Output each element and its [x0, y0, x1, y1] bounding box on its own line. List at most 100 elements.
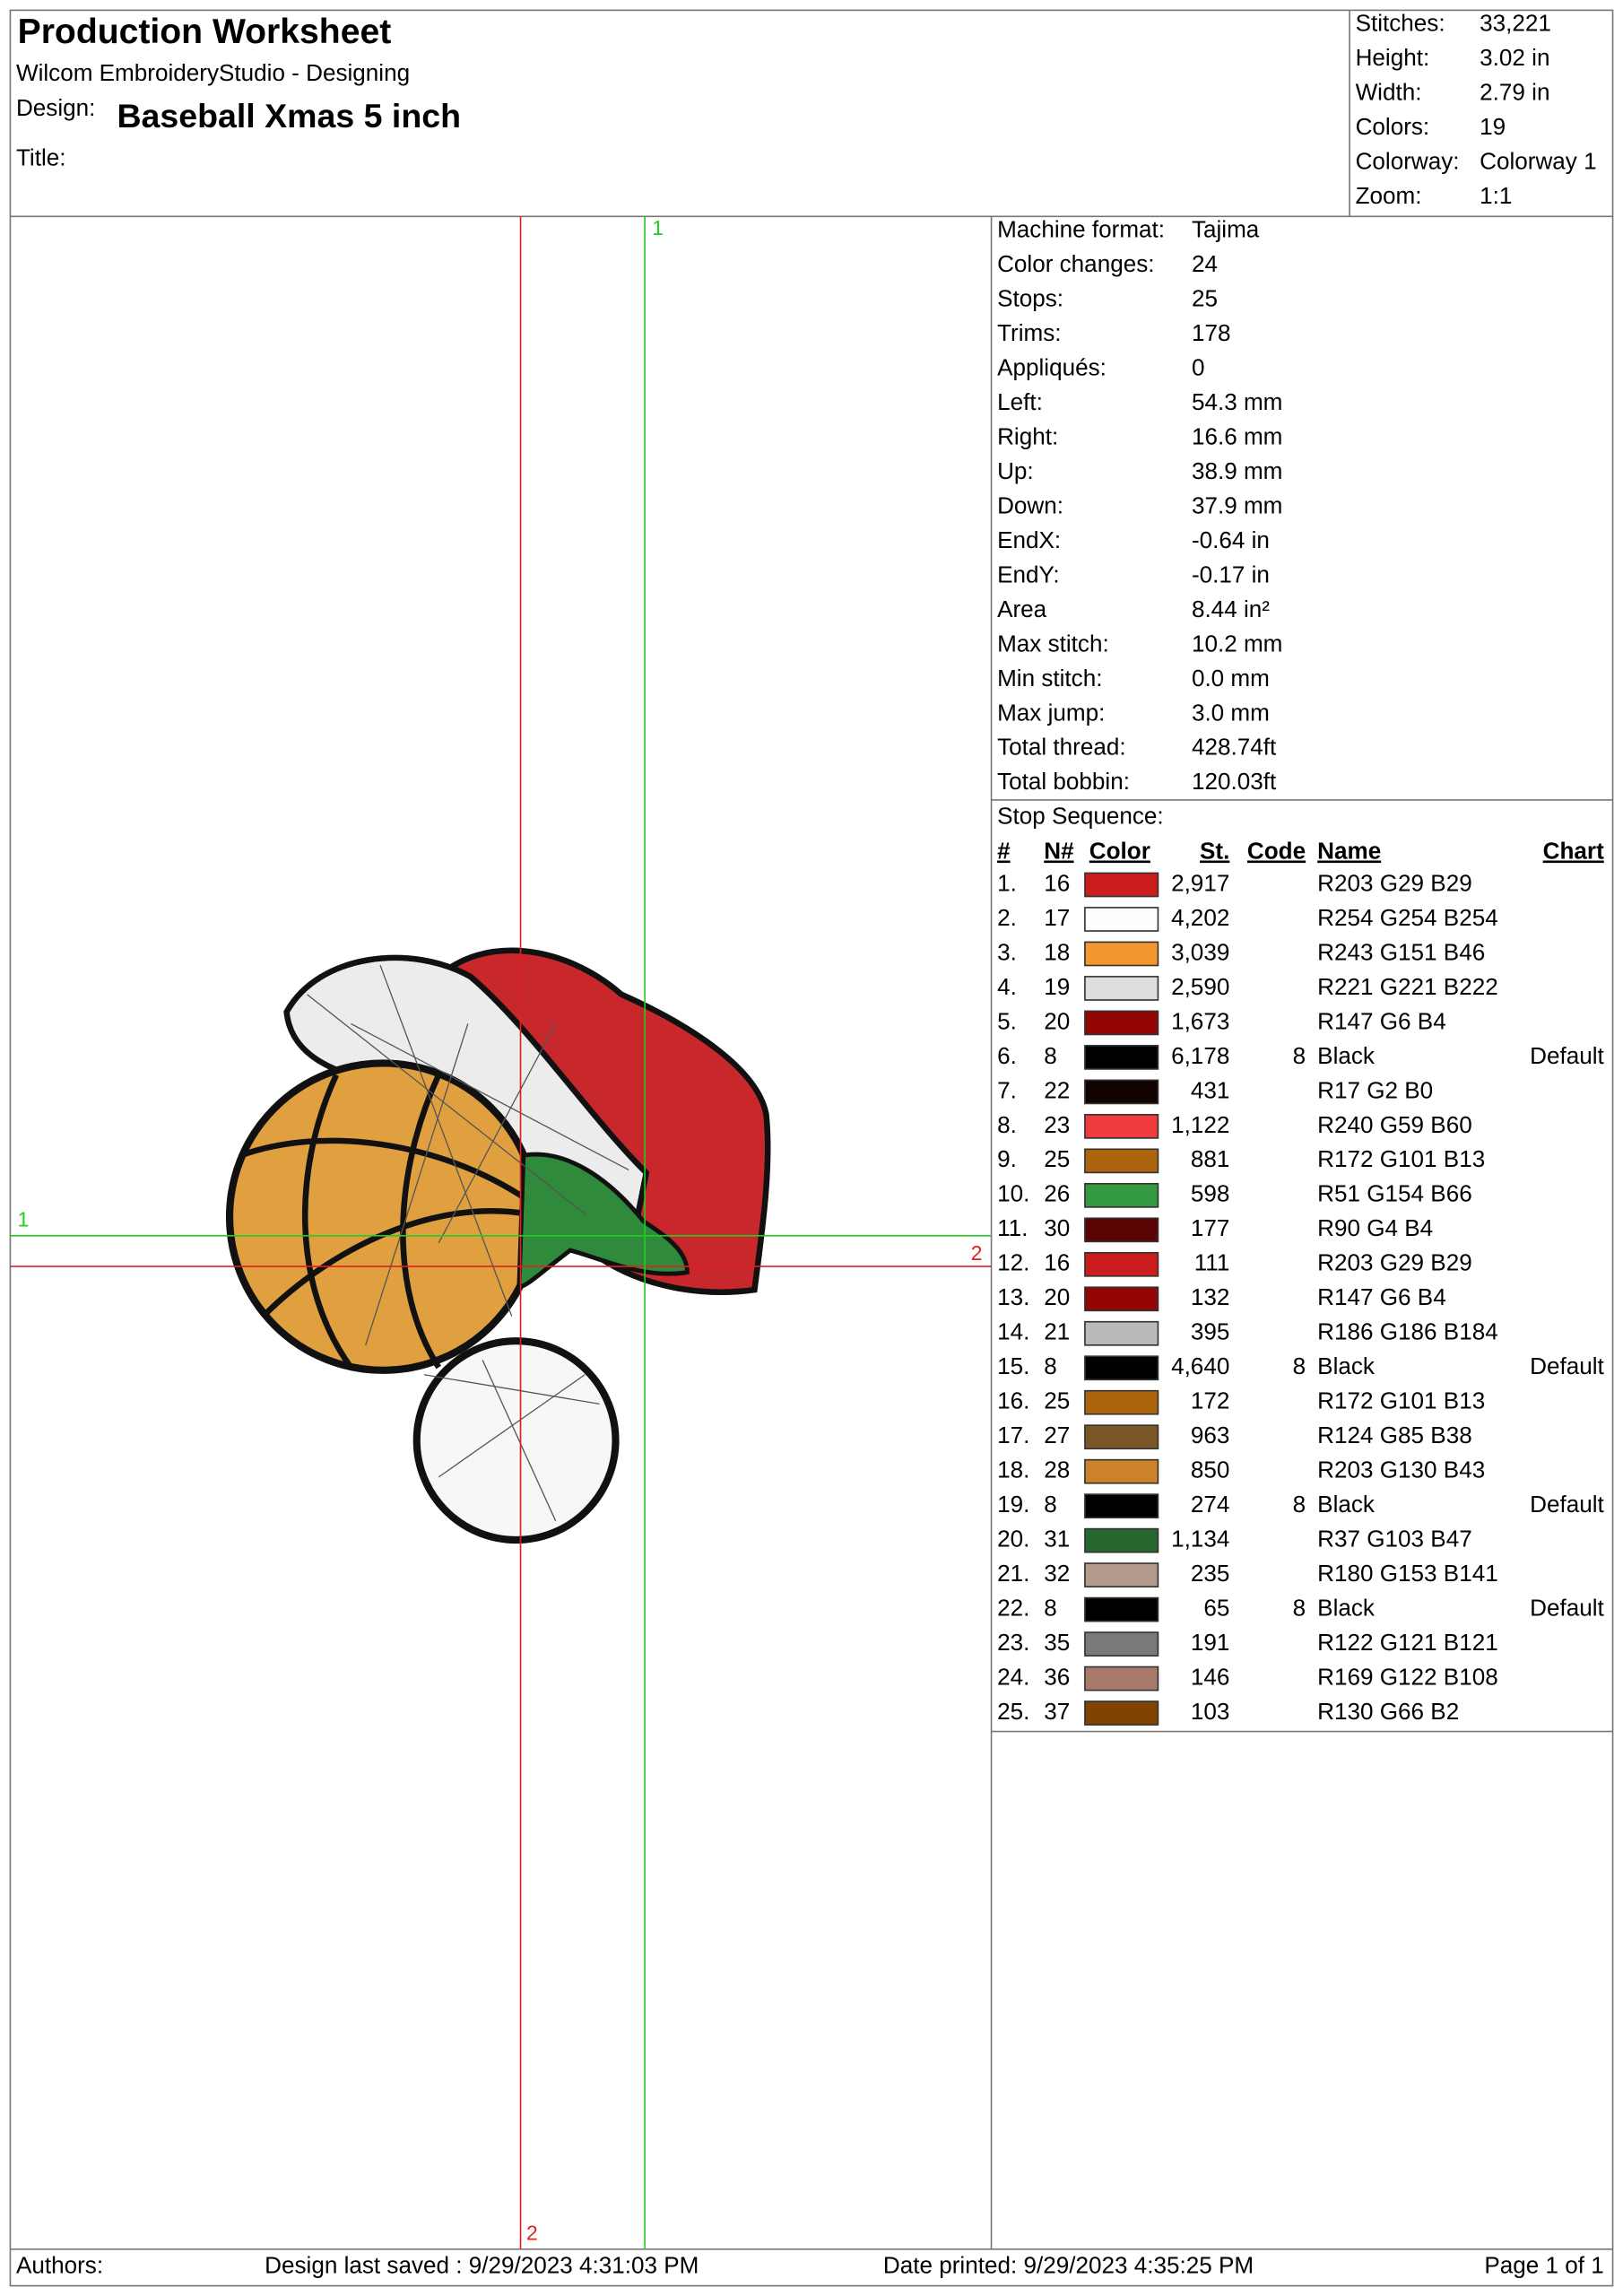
- row-index: 17.: [997, 1422, 1029, 1448]
- row-code: 8: [1293, 1594, 1306, 1621]
- info-value: 0.0 mm: [1192, 665, 1270, 691]
- row-index: 13.: [997, 1283, 1029, 1310]
- row-needle: 31: [1044, 1526, 1070, 1552]
- color-swatch: [1084, 1079, 1159, 1105]
- travel-stitches: [307, 964, 629, 1522]
- row-name: R17 G2 B0: [1317, 1076, 1433, 1103]
- pompom: [412, 1337, 620, 1544]
- row-name: R51 G154 B66: [1317, 1180, 1472, 1207]
- row-needle: 28: [1044, 1457, 1070, 1483]
- row-needle: 16: [1044, 869, 1070, 896]
- color-swatch: [1084, 1114, 1159, 1139]
- row-needle: 25: [1044, 1145, 1070, 1172]
- column-header: #: [997, 838, 1011, 865]
- color-swatch: [1084, 1217, 1159, 1243]
- color-swatch: [1084, 1148, 1159, 1174]
- column-header: Code: [1247, 838, 1306, 865]
- row-name: R37 G103 B47: [1317, 1526, 1472, 1552]
- color-swatch: [1084, 1665, 1159, 1692]
- row-needle: 26: [1044, 1180, 1070, 1207]
- row-needle: 35: [1044, 1629, 1070, 1656]
- info-label: EndX:: [997, 526, 1061, 553]
- design-label: Design:: [16, 94, 95, 121]
- ball-seams: [239, 1074, 528, 1370]
- info-label: Max stitch:: [997, 630, 1109, 657]
- row-index: 9.: [997, 1145, 1017, 1172]
- row-index: 19.: [997, 1491, 1029, 1518]
- row-stitches: 3,039: [1171, 938, 1229, 965]
- info-label: Total thread:: [997, 734, 1126, 761]
- color-swatch: [1084, 1596, 1159, 1622]
- row-index: 23.: [997, 1629, 1029, 1656]
- row-needle: 23: [1044, 1111, 1070, 1138]
- row-name: Black: [1317, 1352, 1376, 1379]
- info-label: Up:: [997, 457, 1034, 484]
- info-value: -0.64 in: [1192, 526, 1270, 553]
- stat-value: 1:1: [1480, 182, 1512, 209]
- row-chart: Default: [1530, 1491, 1604, 1518]
- info-label: Right:: [997, 422, 1058, 449]
- column-header: Chart: [1543, 838, 1604, 865]
- row-name: R240 G59 B60: [1317, 1111, 1472, 1138]
- row-index: 21.: [997, 1560, 1029, 1587]
- color-swatch: [1084, 1631, 1159, 1657]
- color-swatch: [1084, 1286, 1159, 1312]
- row-name: R203 G29 B29: [1317, 869, 1472, 896]
- row-needle: 27: [1044, 1422, 1070, 1448]
- row-stitches: 1,673: [1171, 1007, 1229, 1034]
- info-label: Max jump:: [997, 699, 1105, 726]
- row-index: 2.: [997, 904, 1017, 931]
- row-stitches: 274: [1191, 1491, 1230, 1518]
- row-name: R122 G121 B121: [1317, 1629, 1498, 1656]
- info-value: -0.17 in: [1192, 561, 1270, 587]
- info-label: Area: [997, 596, 1047, 622]
- row-stitches: 395: [1191, 1318, 1230, 1345]
- row-stitches: 146: [1191, 1663, 1230, 1690]
- footer-printed: Date printed: 9/29/2023 4:35:25 PM: [883, 2251, 1254, 2278]
- row-index: 22.: [997, 1594, 1029, 1621]
- info-value: 37.9 mm: [1192, 491, 1282, 518]
- row-index: 14.: [997, 1318, 1029, 1345]
- stat-value: 19: [1480, 113, 1506, 140]
- subtitle: Wilcom EmbroideryStudio - Designing: [16, 59, 410, 86]
- row-needle: 36: [1044, 1663, 1070, 1690]
- color-swatch: [1084, 1424, 1159, 1450]
- row-stitches: 4,202: [1171, 904, 1229, 931]
- color-swatch: [1084, 1389, 1159, 1415]
- row-stitches: 191: [1191, 1629, 1230, 1656]
- row-index: 24.: [997, 1663, 1029, 1690]
- info-label: Left:: [997, 388, 1043, 415]
- row-needle: 32: [1044, 1560, 1070, 1587]
- color-swatch: [1084, 1700, 1159, 1726]
- row-needle: 18: [1044, 938, 1070, 965]
- info-label: EndY:: [997, 561, 1060, 587]
- crosshair-label: 2: [971, 1241, 983, 1265]
- stat-label: Height:: [1356, 44, 1430, 71]
- row-name: R124 G85 B38: [1317, 1422, 1472, 1448]
- row-needle: 20: [1044, 1283, 1070, 1310]
- row-needle: 19: [1044, 973, 1070, 1000]
- row-name: R221 G221 B222: [1317, 973, 1498, 1000]
- row-code: 8: [1293, 1491, 1306, 1518]
- info-label: Total bobbin:: [997, 768, 1130, 795]
- stat-label: Stitches:: [1356, 10, 1445, 37]
- color-swatch: [1084, 1355, 1159, 1381]
- info-label: Trims:: [997, 319, 1061, 346]
- row-chart: Default: [1530, 1042, 1604, 1069]
- row-stitches: 963: [1191, 1422, 1230, 1448]
- stat-value: Colorway 1: [1480, 148, 1596, 175]
- info-value: 54.3 mm: [1192, 388, 1282, 415]
- row-stitches: 132: [1191, 1283, 1230, 1310]
- info-label: Min stitch:: [997, 665, 1102, 691]
- row-name: Black: [1317, 1042, 1376, 1069]
- crosshair-label: 1: [18, 1208, 30, 1231]
- color-swatch: [1084, 1251, 1159, 1277]
- row-stitches: 1,134: [1171, 1526, 1229, 1552]
- info-value: 0: [1192, 353, 1205, 380]
- info-label: Machine format:: [997, 216, 1165, 243]
- info-value: 178: [1192, 319, 1231, 346]
- info-value: 24: [1192, 250, 1218, 277]
- title-label: Title:: [16, 144, 66, 171]
- row-stitches: 111: [1194, 1249, 1230, 1276]
- color-swatch: [1084, 1527, 1159, 1553]
